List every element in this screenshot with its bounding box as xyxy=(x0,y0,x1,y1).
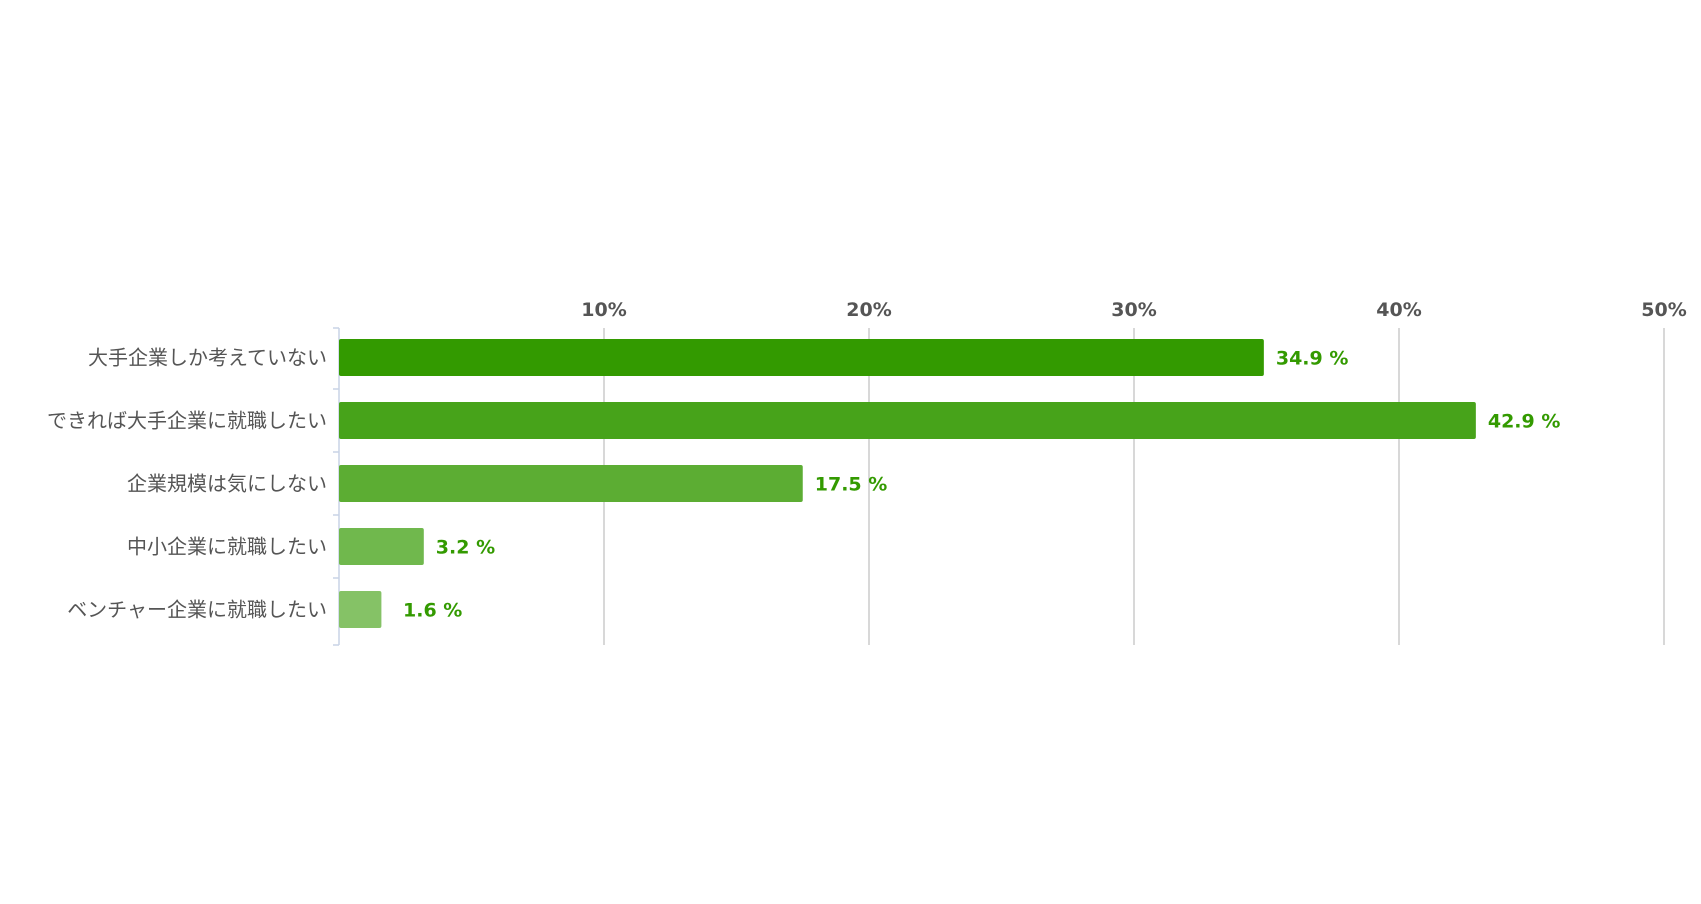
category-label: 中小企業に就職したい xyxy=(127,535,327,559)
bar-layer xyxy=(339,339,1476,628)
bar xyxy=(339,339,1264,376)
category-label: できれば大手企業に就職したい xyxy=(47,409,327,433)
value-label: 34.9 % xyxy=(1276,348,1349,370)
category-label: ベンチャー企業に就職したい xyxy=(67,598,327,622)
label-layer: 大手企業しか考えていない 34.9 % できれば大手企業に就職したい 42.9 % 企業… xyxy=(47,346,1560,622)
x-tick-label: 10% xyxy=(581,299,626,321)
value-label: 3.2 % xyxy=(436,537,495,559)
bar xyxy=(339,528,424,565)
grid-layer xyxy=(603,328,1665,645)
x-tick-label: 40% xyxy=(1376,299,1421,321)
category-label: 大手企業しか考えていない xyxy=(88,346,327,370)
category-label: 企業規模は気にしない xyxy=(127,472,327,496)
bar xyxy=(339,402,1476,439)
bar xyxy=(339,591,382,628)
value-label: 1.6 % xyxy=(403,600,462,622)
value-label: 42.9 % xyxy=(1488,411,1561,433)
x-tick-label: 50% xyxy=(1641,299,1686,321)
x-tick-label: 30% xyxy=(1111,299,1156,321)
bar xyxy=(339,465,803,502)
value-label: 17.5 % xyxy=(815,474,888,496)
x-tick-label: 20% xyxy=(846,299,891,321)
